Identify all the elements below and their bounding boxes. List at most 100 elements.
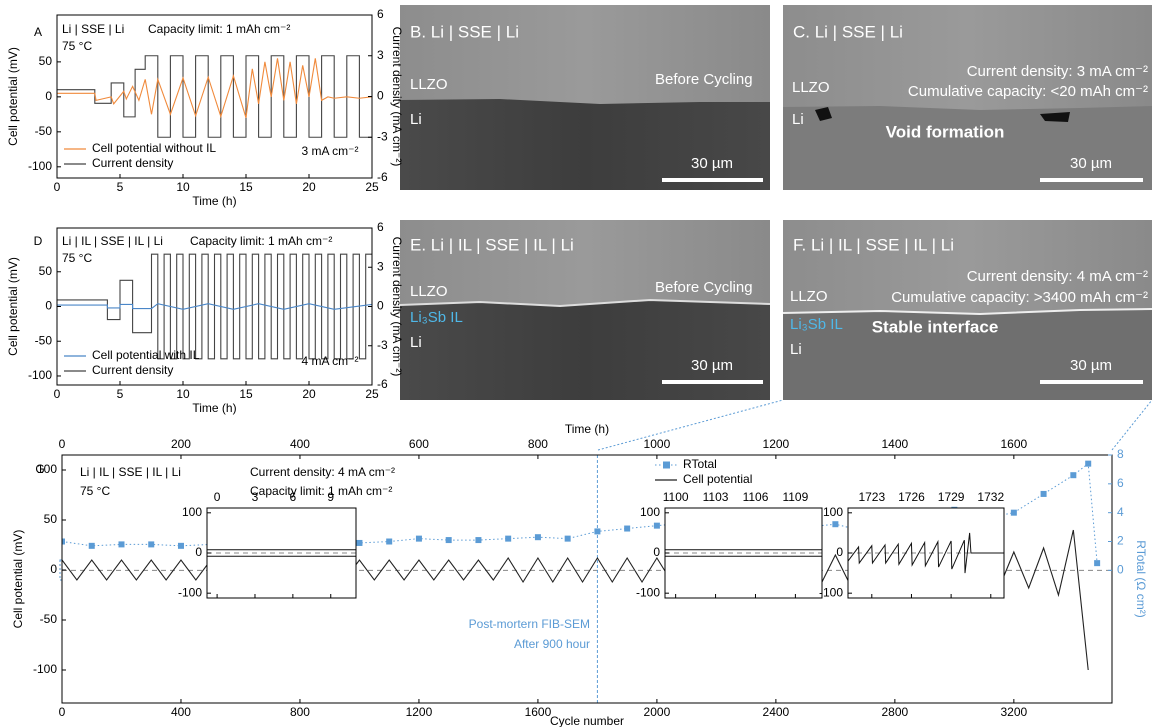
x-tick-label: 5 xyxy=(117,180,124,194)
y2-tick-label: 2 xyxy=(1117,534,1124,548)
x2-tick-label: 1600 xyxy=(1000,437,1027,451)
x-tick-label: 2000 xyxy=(644,705,671,719)
x-tick-label: 2800 xyxy=(882,705,909,719)
image-text: Before Cycling xyxy=(655,279,753,296)
y-tick-label: -50 xyxy=(40,612,58,626)
sem-image-c: C. Li | SSE | Li Current density: 3 mA c… xyxy=(783,5,1152,190)
x-tick-label: 1729 xyxy=(938,490,965,504)
data-point xyxy=(564,535,571,542)
data-point xyxy=(832,521,839,528)
y-tick-label: 0 xyxy=(45,299,52,313)
x2-tick-label: 800 xyxy=(528,437,548,451)
y2-tick-label: 4 xyxy=(1117,505,1124,519)
annotation: 75 °C xyxy=(80,484,110,498)
annotation: Current density: 4 mA cm⁻² xyxy=(250,465,395,479)
y2-tick-label: 6 xyxy=(1117,476,1124,490)
y2-axis-label: Current density (mA cm⁻²) xyxy=(390,237,404,377)
x2-tick-label: 1400 xyxy=(882,437,909,451)
y-tick-label: -50 xyxy=(35,333,53,347)
annotation: 4 mA cm⁻² xyxy=(301,354,358,368)
plot-area xyxy=(665,508,822,598)
annotation: Capacity limit: 1 mAh cm⁻² xyxy=(250,484,392,498)
image-text: LLZO xyxy=(410,76,448,93)
x-axis-label: Time (h) xyxy=(192,194,236,208)
annotation: Li | IL | SSE | IL | Li xyxy=(80,465,181,479)
data-point xyxy=(415,535,422,542)
y-tick-label: 100 xyxy=(823,505,843,519)
series-line xyxy=(57,303,372,310)
chart-panel: 0 5 10 15 20 25 -100 -50 0 50 -6 -3 0 3 6 Time (h) Cell … xyxy=(6,7,404,208)
y2-tick-label: 8 xyxy=(1117,447,1124,461)
panel-letter: G xyxy=(35,462,44,476)
x-tick-label: 6 xyxy=(290,490,297,504)
x-tick-label: 3200 xyxy=(1000,705,1027,719)
y2-tick-label: -3 xyxy=(377,129,388,143)
sem-image-b: B. Li | SSE | Li LLZO Li Before Cycling … xyxy=(400,5,770,190)
y-tick-label: 50 xyxy=(44,512,58,526)
data-point xyxy=(1010,509,1017,516)
x2-axis-label: Time (h) xyxy=(565,422,609,436)
sem-image-f: F. Li | IL | SSE | IL | Li Current densi… xyxy=(782,220,1153,400)
annotation: Li | SSE | Li xyxy=(62,22,124,36)
image-text: Cumulative capacity: >3400 mAh cm⁻² xyxy=(891,289,1148,306)
image-text: Void formation xyxy=(886,122,1005,141)
legend-label: RTotal xyxy=(683,457,717,471)
y-tick-label: 100 xyxy=(640,505,660,519)
data-point xyxy=(148,541,155,548)
chart-panel: 0 3 6 9 -100 0 100 xyxy=(178,490,357,599)
x2-tick-label: 200 xyxy=(171,437,191,451)
x-tick-label: 1732 xyxy=(977,490,1004,504)
x-tick-label: 1100 xyxy=(663,490,689,504)
y-tick-label: 0 xyxy=(836,545,843,559)
x-tick-label: 1600 xyxy=(525,705,552,719)
x-tick-label: 0 xyxy=(54,180,61,194)
image-text: Cumulative capacity: <20 mAh cm⁻² xyxy=(908,83,1148,100)
x-tick-label: 1200 xyxy=(406,705,433,719)
annotation: 75 °C xyxy=(62,251,92,265)
x2-tick-label: 400 xyxy=(290,437,310,451)
plot-content xyxy=(57,253,372,360)
scale-bar-label: 30 µm xyxy=(691,357,733,374)
x-tick-label: 15 xyxy=(239,180,253,194)
y2-tick-label: 6 xyxy=(377,7,384,21)
annotation: 3 mA cm⁻² xyxy=(301,144,358,158)
legend-label: Cell potential with IL xyxy=(92,348,200,362)
image-label: E. Li | IL | SSE | IL | Li xyxy=(410,235,574,254)
y-axis-label: Cell potential (mV) xyxy=(6,257,20,356)
x-tick-label: 5 xyxy=(117,387,124,401)
scale-bar-label: 30 µm xyxy=(1070,357,1112,374)
y2-axis-label: Current density (mA cm⁻²) xyxy=(390,27,404,167)
image-text: Current density: 4 mA cm⁻² xyxy=(967,268,1148,285)
plot-content xyxy=(57,55,372,138)
y-tick-label: 100 xyxy=(37,462,57,476)
x-tick-label: 9 xyxy=(327,490,334,504)
y-axis-label: Cell potential (mV) xyxy=(11,530,25,629)
annotation: After 900 hour xyxy=(514,637,590,651)
x-tick-label: 0 xyxy=(214,490,221,504)
y-tick-label: -100 xyxy=(28,159,52,173)
annotation: Capacity limit: 1 mAh cm⁻² xyxy=(190,234,332,248)
y2-tick-label: 3 xyxy=(377,259,384,273)
x-tick-label: 0 xyxy=(54,387,61,401)
data-point xyxy=(1085,460,1092,467)
x-tick-label: 25 xyxy=(365,180,379,194)
legend-swatch xyxy=(663,461,670,469)
x-tick-label: 1109 xyxy=(782,490,808,504)
legend-label: Current density xyxy=(92,156,173,170)
data-point xyxy=(445,537,452,544)
data-point xyxy=(534,534,541,541)
x-tick-label: 10 xyxy=(176,180,190,194)
image-text: Li xyxy=(790,341,802,358)
series-line xyxy=(57,253,372,360)
data-point xyxy=(1040,490,1047,497)
chart-panel: 1723 1726 1729 1732 -100 0 100 xyxy=(819,490,1005,599)
scale-bar-label: 30 µm xyxy=(1070,155,1112,172)
y-tick-label: 100 xyxy=(182,505,202,519)
annotation: Post-mortern FIB-SEM xyxy=(469,617,590,631)
x-tick-label: 1106 xyxy=(743,490,769,504)
image-text: Current density: 3 mA cm⁻² xyxy=(967,63,1148,80)
x-tick-label: 2400 xyxy=(763,705,790,719)
chart-panel: 0 5 10 15 20 25 -100 -50 0 50 -6 -3 0 3 6 Time (h) Cell … xyxy=(6,220,404,415)
y-tick-label: -100 xyxy=(636,585,660,599)
